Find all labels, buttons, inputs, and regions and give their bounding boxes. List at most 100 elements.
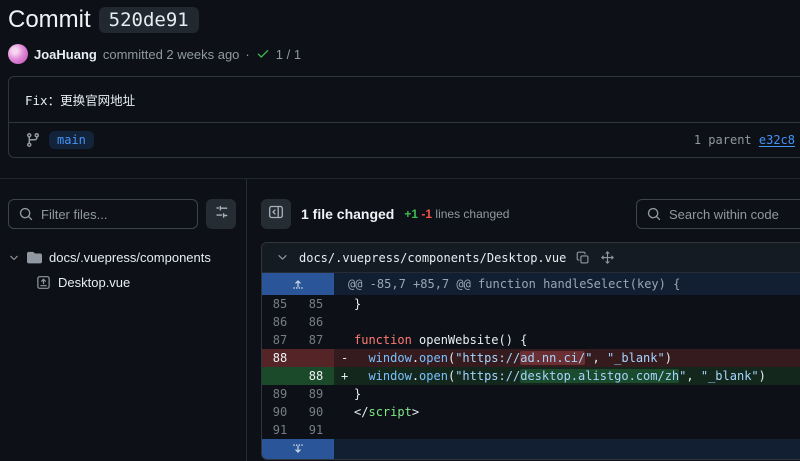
search-icon [647, 207, 661, 221]
file-diff-icon [36, 275, 51, 290]
new-line-number[interactable]: 86 [308, 315, 324, 329]
code-token: openWebsite() { [411, 333, 528, 347]
tree-file-row[interactable]: Desktop.vue [8, 270, 236, 295]
filter-files-input[interactable]: Filter files... [8, 199, 198, 229]
content-area: Filter files... docs/.vuepress/component… [0, 179, 800, 461]
tree-file-label: Desktop.vue [58, 275, 131, 290]
file-tree-sidebar: Filter files... docs/.vuepress/component… [0, 179, 247, 461]
code-token [354, 369, 368, 383]
code-token: open [419, 369, 448, 383]
diff-marker: + [334, 367, 354, 385]
git-branch-icon [25, 132, 41, 148]
sliders-icon [214, 204, 229, 224]
code-line [354, 421, 800, 439]
author-name[interactable]: JoaHuang [34, 46, 97, 62]
author-row: JoaHuang committed 2 weeks ago · 1 / 1 [8, 44, 800, 64]
chevron-down-icon [8, 252, 20, 264]
expand-down-button[interactable] [262, 439, 334, 459]
diff-marker [334, 385, 354, 403]
code-line: } [354, 385, 800, 403]
word-diff-highlight: desktop.alistgo.com/zh [520, 369, 680, 383]
chevron-down-icon[interactable] [276, 251, 289, 264]
code-token: "_blank" [700, 369, 759, 383]
diff-toolbar: 1 file changed +1 -1 lines changed Searc… [261, 199, 800, 229]
tree-folder-row[interactable]: docs/.vuepress/components [8, 245, 236, 270]
code-token: "https:// [455, 351, 521, 365]
old-line-number[interactable]: 90 [272, 405, 288, 419]
parent-commit-link[interactable]: e32c8 [758, 133, 795, 147]
old-line-number[interactable]: 87 [272, 333, 288, 347]
avatar[interactable] [8, 44, 28, 64]
diff-expand-row [262, 439, 800, 459]
old-line-number[interactable] [262, 367, 298, 385]
sidebar-panel-icon [268, 204, 284, 225]
new-line-number[interactable]: 89 [308, 387, 324, 401]
diff-line: 91 91 [262, 421, 800, 439]
new-line-number[interactable]: 88 [298, 367, 334, 385]
search-within-code-input[interactable]: Search within code [636, 199, 800, 229]
folder-icon [27, 250, 42, 265]
diff-line: 89 89} [262, 385, 800, 403]
old-line-number[interactable]: 88 [262, 349, 298, 367]
code-token: script [368, 405, 412, 419]
additions-count: +1 [404, 207, 419, 221]
diff-line: 90 90 </script> [262, 403, 800, 421]
old-line-number[interactable]: 85 [272, 297, 288, 311]
expand-up-button[interactable] [262, 273, 334, 295]
new-line-number[interactable] [298, 349, 334, 367]
new-line-number[interactable]: 85 [308, 297, 324, 311]
diff-marker [334, 295, 354, 313]
checks-passed-icon[interactable] [256, 47, 270, 61]
code-token: ) [664, 351, 672, 365]
diff-filename[interactable]: docs/.vuepress/components/Desktop.vue [299, 250, 567, 265]
section-divider [0, 178, 800, 179]
diff-marker [334, 313, 354, 331]
code-token: ( [447, 369, 456, 383]
checks-count[interactable]: 1 / 1 [275, 46, 302, 62]
page-title-label: Commit [8, 6, 91, 33]
diff-line: 87 87 function openWebsite() { [262, 331, 800, 349]
diff-line: 88 + window.open("https://desktop.alistgo… [262, 367, 800, 385]
code-line: } [354, 295, 800, 313]
commit-time: committed 2 weeks ago [102, 46, 240, 62]
lines-changed-summary: +1 -1 lines changed [404, 207, 509, 221]
code-token: "_blank" [606, 351, 665, 365]
move-expand-icon[interactable] [600, 250, 615, 265]
new-line-number[interactable]: 90 [308, 405, 324, 419]
code-token: , [592, 351, 607, 365]
hunk-header-text: @@ -85,7 +85,7 @@ function handleSelect(… [348, 277, 681, 291]
diff-line: 88 - window.open("https://ad.nn.ci/", "_b… [262, 349, 800, 367]
code-line [354, 313, 800, 331]
commit-header: Commit 520de91 JoaHuang committed 2 week… [0, 0, 800, 64]
search-within-code-placeholder: Search within code [669, 206, 779, 222]
commit-message: Fix：更换官网地址 [25, 93, 136, 108]
diff-marker [334, 331, 354, 349]
parent-label: 1 parent [693, 133, 752, 147]
code-token: window [368, 369, 412, 383]
diff-line: 86 86 [262, 313, 800, 331]
new-line-number[interactable]: 91 [308, 423, 324, 437]
file-filter-options-button[interactable] [206, 199, 236, 229]
copy-icon[interactable] [576, 251, 590, 265]
code-token: > [411, 405, 420, 419]
commit-message-box: Fix：更换官网地址 main 1 parent e32c8 [8, 76, 800, 158]
diff-marker [334, 421, 354, 439]
old-line-number[interactable]: 91 [272, 423, 288, 437]
code-token: . [411, 369, 420, 383]
branch-label[interactable]: main [49, 131, 94, 149]
code-token: "https:// [455, 369, 521, 383]
code-token: / [361, 405, 369, 419]
code-line: </script> [354, 403, 800, 421]
lines-changed-label: lines changed [435, 207, 510, 221]
new-line-number[interactable]: 87 [308, 333, 324, 347]
collapse-file-tree-button[interactable] [261, 199, 291, 229]
old-line-number[interactable]: 89 [272, 387, 288, 401]
old-line-number[interactable]: 86 [272, 315, 288, 329]
code-token: } [354, 387, 362, 401]
code-token: open [419, 351, 448, 365]
code-line: window.open("https://ad.nn.ci/", "_blank… [354, 349, 800, 367]
code-token: < [354, 405, 362, 419]
code-token: function [354, 333, 412, 347]
diff-file-card: docs/.vuepress/components/Desktop.vue @@… [261, 242, 800, 460]
code-line: function openWebsite() { [354, 331, 800, 349]
